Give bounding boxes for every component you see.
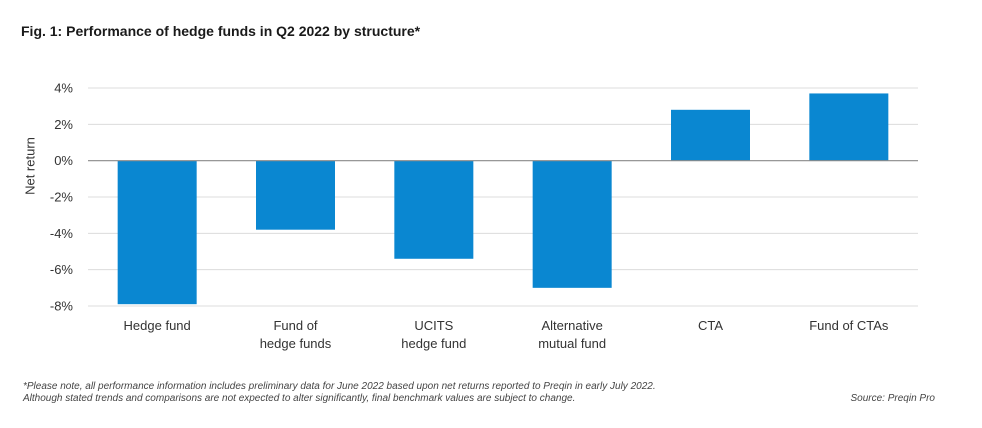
bar xyxy=(117,160,197,305)
x-tick-label: CTA xyxy=(698,318,723,333)
x-tick-label-line: Alternative xyxy=(541,318,602,333)
bar xyxy=(671,109,750,161)
footnote: *Please note, all performance informatio… xyxy=(23,381,656,405)
x-tick-label-line: Hedge fund xyxy=(124,318,191,333)
y-tick-label: -8% xyxy=(50,299,74,314)
bars xyxy=(117,93,889,305)
footnote-line-1: *Please note, all performance informatio… xyxy=(23,381,656,392)
x-tick-label: Hedge fund xyxy=(124,318,191,333)
bar xyxy=(532,160,612,288)
y-tick-label: -6% xyxy=(50,262,74,277)
y-tick-label: 4% xyxy=(54,81,73,96)
x-tick-label-line: Fund of CTAs xyxy=(809,318,889,333)
y-tick-label: 2% xyxy=(54,117,73,132)
y-axis-label: Net return xyxy=(22,137,38,195)
bar xyxy=(809,93,889,161)
x-axis-category-labels: Hedge fund Fund of hedge funds UCITS hedge f… xyxy=(124,318,889,351)
x-tick-label-line: hedge funds xyxy=(260,336,332,351)
gridlines xyxy=(88,87,918,307)
bar xyxy=(256,160,335,230)
y-tick-label: 0% xyxy=(54,153,73,168)
y-axis-tick-labels: 4% 2% 0% -2% -4% -6% -8% xyxy=(50,81,74,314)
x-tick-label-line: UCITS xyxy=(414,318,453,333)
x-tick-label-line: mutual fund xyxy=(538,336,606,351)
y-tick-label: -4% xyxy=(50,226,74,241)
source-note: Source: Preqin Pro xyxy=(850,393,936,404)
bar xyxy=(394,160,474,259)
x-tick-label-line: CTA xyxy=(698,318,723,333)
x-tick-label: Fund of CTAs xyxy=(809,318,889,333)
footnote-line-2: Although stated trends and comparisons a… xyxy=(23,393,576,404)
chart-title: Fig. 1: Performance of hedge funds in Q2… xyxy=(21,23,421,39)
x-tick-label-line: Fund of xyxy=(273,318,317,333)
x-tick-label: Alternative mutual fund xyxy=(538,318,606,351)
x-tick-label: UCITS hedge fund xyxy=(401,318,466,351)
y-tick-label: -2% xyxy=(50,190,74,205)
x-tick-label-line: hedge fund xyxy=(401,336,466,351)
x-tick-label: Fund of hedge funds xyxy=(260,318,332,351)
